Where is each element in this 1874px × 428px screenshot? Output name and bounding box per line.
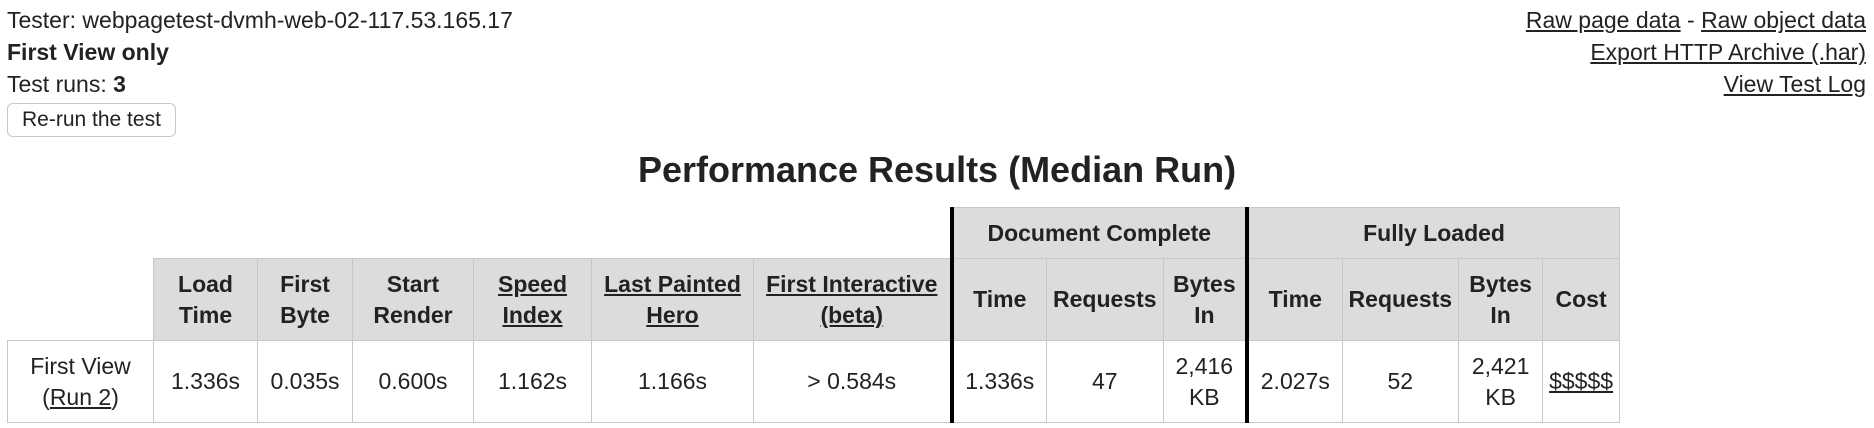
view-test-log-link[interactable]: View Test Log bbox=[1723, 71, 1866, 97]
last-painted-hero-link[interactable]: Last Painted Hero bbox=[604, 270, 741, 328]
fl-bytes-in-cell: 2,421 KB bbox=[1458, 340, 1544, 423]
results-title: Performance Results (Median Run) bbox=[637, 149, 1237, 190]
fl-cost-cell[interactable]: $$$$$ bbox=[1542, 340, 1621, 423]
fully-loaded-header: Fully Loaded bbox=[1245, 207, 1621, 259]
test-runs-line: Test runs: 3 bbox=[7, 68, 513, 100]
first-interactive-header[interactable]: First Interactive (beta) bbox=[753, 258, 952, 341]
dc-bytes-in-header: Bytes In bbox=[1162, 258, 1248, 341]
load-time-header: Load Time bbox=[153, 258, 258, 341]
document-complete-header: Document Complete bbox=[949, 207, 1248, 259]
fl-time-header: Time bbox=[1245, 258, 1343, 341]
group-header-row: Document Complete Fully Loaded bbox=[7, 207, 1621, 259]
column-header-row: Load Time First Byte Start Render Speed Inde… bbox=[7, 258, 1621, 341]
test-runs-label: Test runs: bbox=[7, 71, 107, 97]
results-table: Document Complete Fully Loaded Load Time … bbox=[7, 207, 1621, 423]
raw-object-data-link[interactable]: Raw object data bbox=[1701, 7, 1866, 33]
first-byte-header: First Byte bbox=[257, 258, 353, 341]
start-render-header: Start Render bbox=[352, 258, 474, 341]
run-link[interactable]: Run 2 bbox=[49, 383, 112, 410]
speed-index-header[interactable]: Speed Index bbox=[473, 258, 592, 341]
view-mode: First View only bbox=[7, 39, 169, 65]
fl-time-cell: 2.027s bbox=[1245, 340, 1343, 423]
first-byte-cell: 0.035s bbox=[257, 340, 353, 423]
fl-bytes-in-header: Bytes In bbox=[1458, 258, 1544, 341]
tester-label: Tester: bbox=[7, 7, 77, 33]
blank-header bbox=[7, 207, 952, 259]
export-links: Raw page data - Raw object data Export H… bbox=[1526, 4, 1866, 100]
tester-value: webpagetest-dvmh-web-02-117.53.165.17 bbox=[82, 7, 513, 33]
fl-requests-header: Requests bbox=[1341, 258, 1460, 341]
dc-requests-cell: 47 bbox=[1046, 340, 1164, 423]
fl-requests-cell: 52 bbox=[1341, 340, 1460, 423]
dc-time-cell: 1.336s bbox=[949, 340, 1047, 423]
test-runs-value: 3 bbox=[113, 71, 126, 97]
row-label-header bbox=[7, 258, 154, 341]
last-painted-hero-cell: 1.166s bbox=[591, 340, 754, 423]
first-interactive-link[interactable]: First Interactive (beta) bbox=[766, 270, 938, 328]
fl-cost-header: Cost bbox=[1542, 258, 1621, 341]
dc-time-header: Time bbox=[949, 258, 1047, 341]
export-har-link[interactable]: Export HTTP Archive (.har) bbox=[1590, 39, 1866, 65]
first-interactive-cell: > 0.584s bbox=[753, 340, 952, 423]
load-time-cell: 1.336s bbox=[153, 340, 258, 423]
raw-data-links: Raw page data - Raw object data bbox=[1526, 4, 1866, 36]
row-label: First View (Run 2) bbox=[7, 340, 154, 423]
table-row: First View (Run 2) 1.336s 0.035s 0.600s 1… bbox=[7, 340, 1621, 423]
dc-bytes-in-cell: 2,416 KB bbox=[1162, 340, 1248, 423]
tester-line: Tester: webpagetest-dvmh-web-02-117.53.1… bbox=[7, 4, 513, 36]
start-render-cell: 0.600s bbox=[352, 340, 474, 423]
dc-requests-header: Requests bbox=[1046, 258, 1164, 341]
speed-index-link[interactable]: Speed Index bbox=[497, 270, 568, 328]
test-info: Tester: webpagetest-dvmh-web-02-117.53.1… bbox=[7, 4, 513, 137]
last-painted-hero-header[interactable]: Last Painted Hero bbox=[591, 258, 754, 341]
cost-link[interactable]: $$$$$ bbox=[1549, 368, 1614, 394]
speed-index-cell: 1.162s bbox=[473, 340, 592, 423]
rerun-test-button[interactable]: Re-run the test bbox=[7, 103, 176, 137]
raw-page-data-link[interactable]: Raw page data bbox=[1525, 7, 1681, 33]
link-separator: - bbox=[1687, 7, 1695, 33]
